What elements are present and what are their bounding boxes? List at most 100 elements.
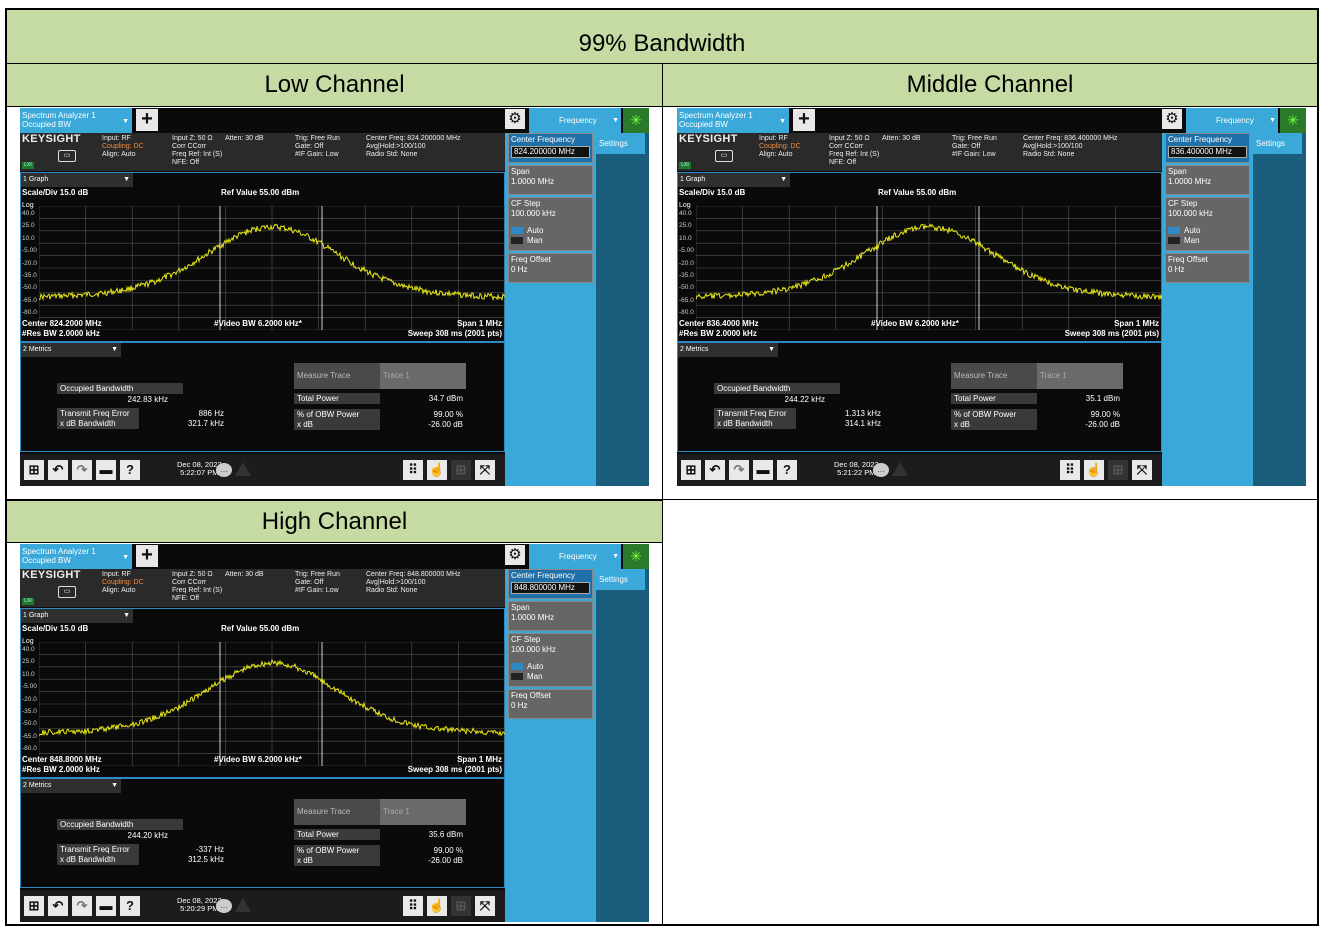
y-tick-label: -50.0 bbox=[22, 284, 37, 292]
help-icon[interactable]: ? bbox=[120, 896, 140, 916]
obw-power-label: % of OBW Power bbox=[294, 409, 380, 420]
touch-icon[interactable]: ☝ bbox=[1084, 460, 1104, 480]
gear-icon[interactable]: ⚙ bbox=[1162, 109, 1182, 129]
folder-icon[interactable]: ▬ bbox=[753, 460, 773, 480]
cf-step-softkey[interactable]: CF Step 100.000 kHz Auto Man bbox=[1165, 197, 1250, 251]
redo-icon[interactable]: ↷ bbox=[729, 460, 749, 480]
cf-step-softkey[interactable]: CF Step 100.000 kHz Auto Man bbox=[508, 197, 593, 251]
settings-tab[interactable]: Settings bbox=[596, 133, 645, 154]
measure-trace-label[interactable]: Measure Trace bbox=[294, 799, 380, 825]
center-frequency-softkey[interactable]: Center Frequency 824.200000 MHz bbox=[508, 133, 593, 163]
trace-value[interactable]: Trace 1 bbox=[380, 363, 466, 389]
cf-step-label: CF Step bbox=[511, 635, 541, 644]
windows-icon[interactable]: ⊞ bbox=[24, 460, 44, 480]
measure-trace-label[interactable]: Measure Trace bbox=[951, 363, 1037, 389]
y-tick-label: 10.0 bbox=[679, 234, 692, 242]
grid-icon[interactable]: ⊞ bbox=[451, 460, 471, 480]
keypad-icon[interactable]: ⠿ bbox=[403, 896, 423, 916]
monitor-icon[interactable]: ▭ bbox=[58, 586, 76, 598]
auto-option[interactable]: Auto bbox=[511, 663, 543, 671]
trace-value[interactable]: Trace 1 bbox=[380, 799, 466, 825]
gear-icon[interactable]: ⚙ bbox=[505, 545, 525, 565]
gear-icon[interactable]: ⚙ bbox=[505, 109, 525, 129]
measure-trace-label[interactable]: Measure Trace bbox=[294, 363, 380, 389]
redo-icon[interactable]: ↷ bbox=[72, 896, 92, 916]
center-frequency-softkey[interactable]: Center Frequency 836.400000 MHz bbox=[1165, 133, 1250, 163]
metrics-selector[interactable]: 2 Metrics ▼ bbox=[21, 343, 121, 357]
input-info: Input: RF bbox=[102, 571, 131, 578]
auto-option[interactable]: Auto bbox=[511, 227, 543, 235]
frequency-menu-tab[interactable]: Frequency ▼ bbox=[529, 544, 621, 569]
tfe-value: 1.313 kHz bbox=[844, 409, 881, 418]
center-freq-label: Center 836.4000 MHz bbox=[679, 319, 759, 328]
graph-selector[interactable]: 1 Graph ▼ bbox=[21, 173, 133, 187]
windows-icon[interactable]: ⊞ bbox=[24, 896, 44, 916]
span-softkey[interactable]: Span 1.0000 MHz bbox=[508, 601, 593, 631]
xdb-bw-value: 321.7 kHz bbox=[187, 419, 224, 428]
windows-icon[interactable]: ⊞ bbox=[681, 460, 701, 480]
undo-icon[interactable]: ↶ bbox=[48, 896, 68, 916]
trace-value[interactable]: Trace 1 bbox=[1037, 363, 1123, 389]
graph-selector[interactable]: 1 Graph ▼ bbox=[21, 609, 133, 623]
column-divider bbox=[662, 64, 663, 924]
span-softkey[interactable]: Span 1.0000 MHz bbox=[508, 165, 593, 195]
xdb-bw-label: x dB Bandwidth bbox=[57, 854, 139, 865]
measurement-tab[interactable]: Spectrum Analyzer 1 Occupied BW ▼ bbox=[20, 108, 132, 133]
trig-info: Trig: Free Run bbox=[295, 135, 340, 142]
plus-icon[interactable]: + bbox=[136, 545, 158, 567]
man-option[interactable]: Man bbox=[1168, 237, 1200, 245]
freq-offset-softkey[interactable]: Freq Offset 0 Hz bbox=[508, 689, 593, 719]
measurement-tab[interactable]: Spectrum Analyzer 1 Occupied BW ▼ bbox=[20, 544, 132, 569]
settings-tab[interactable]: Settings bbox=[596, 569, 645, 590]
taskbar: ⊞ ↶ ↷ ▬ ? Dec 08, 2022 5:22:07 PM … ⠿ ☝ ⊞… bbox=[20, 454, 505, 486]
metrics-selector[interactable]: 2 Metrics ▼ bbox=[678, 343, 778, 357]
monitor-icon[interactable]: ▭ bbox=[58, 150, 76, 162]
auto-option[interactable]: Auto bbox=[1168, 227, 1200, 235]
cf-step-softkey[interactable]: CF Step 100.000 kHz Auto Man bbox=[508, 633, 593, 687]
undo-icon[interactable]: ↶ bbox=[48, 460, 68, 480]
grid-icon[interactable]: ⊞ bbox=[1108, 460, 1128, 480]
plus-icon[interactable]: + bbox=[793, 109, 815, 131]
touch-icon[interactable]: ☝ bbox=[427, 896, 447, 916]
measurement-tab[interactable]: Spectrum Analyzer 1 Occupied BW ▼ bbox=[677, 108, 789, 133]
align-info: Align: Auto bbox=[102, 151, 136, 158]
help-icon[interactable]: ? bbox=[777, 460, 797, 480]
plus-icon[interactable]: + bbox=[136, 109, 158, 131]
dropdown-arrow-icon: ▼ bbox=[768, 346, 775, 353]
redo-icon[interactable]: ↷ bbox=[72, 460, 92, 480]
video-bw-label: #Video BW 6.2000 kHz* bbox=[214, 319, 302, 328]
touch-icon[interactable]: ☝ bbox=[427, 460, 447, 480]
help-icon[interactable]: ? bbox=[120, 460, 140, 480]
chat-icon[interactable]: … bbox=[873, 463, 889, 477]
fullscreen-icon[interactable]: ⤧ bbox=[475, 460, 495, 480]
freq-offset-softkey[interactable]: Freq Offset 0 Hz bbox=[1165, 253, 1250, 283]
fullscreen-icon[interactable]: ⤧ bbox=[475, 896, 495, 916]
coupling-info: Coupling: DC bbox=[102, 579, 144, 586]
graph-selector[interactable]: 1 Graph ▼ bbox=[678, 173, 790, 187]
span-softkey-label: Span bbox=[1168, 167, 1187, 176]
frequency-menu-tab[interactable]: Frequency ▼ bbox=[1186, 108, 1278, 133]
freq-offset-softkey[interactable]: Freq Offset 0 Hz bbox=[508, 253, 593, 283]
freq-ref-info: Freq Ref: Int (S) bbox=[172, 151, 223, 158]
center-frequency-softkey[interactable]: Center Frequency 848.800000 MHz bbox=[508, 569, 593, 599]
frequency-menu-tab[interactable]: Frequency ▼ bbox=[529, 108, 621, 133]
metrics-selector[interactable]: 2 Metrics ▼ bbox=[21, 779, 121, 793]
man-option[interactable]: Man bbox=[511, 237, 543, 245]
keypad-icon[interactable]: ⠿ bbox=[403, 460, 423, 480]
keypad-icon[interactable]: ⠿ bbox=[1060, 460, 1080, 480]
analyzer-screen: Spectrum Analyzer 1 Occupied BW ▼ + ⚙ Fr… bbox=[20, 108, 649, 486]
metrics-window: 2 Metrics ▼ Occupied Bandwidth 242.83 kHz… bbox=[20, 342, 505, 452]
auto-indicator bbox=[1168, 227, 1180, 235]
chat-icon[interactable]: … bbox=[216, 899, 232, 913]
bandwidth-table: 99% Bandwidth Low Channel Middle Channel… bbox=[5, 8, 1319, 926]
folder-icon[interactable]: ▬ bbox=[96, 896, 116, 916]
chat-icon[interactable]: … bbox=[216, 463, 232, 477]
span-softkey[interactable]: Span 1.0000 MHz bbox=[1165, 165, 1250, 195]
fullscreen-icon[interactable]: ⤧ bbox=[1132, 460, 1152, 480]
folder-icon[interactable]: ▬ bbox=[96, 460, 116, 480]
settings-tab[interactable]: Settings bbox=[1253, 133, 1302, 154]
undo-icon[interactable]: ↶ bbox=[705, 460, 725, 480]
monitor-icon[interactable]: ▭ bbox=[715, 150, 733, 162]
grid-icon[interactable]: ⊞ bbox=[451, 896, 471, 916]
man-option[interactable]: Man bbox=[511, 673, 543, 681]
